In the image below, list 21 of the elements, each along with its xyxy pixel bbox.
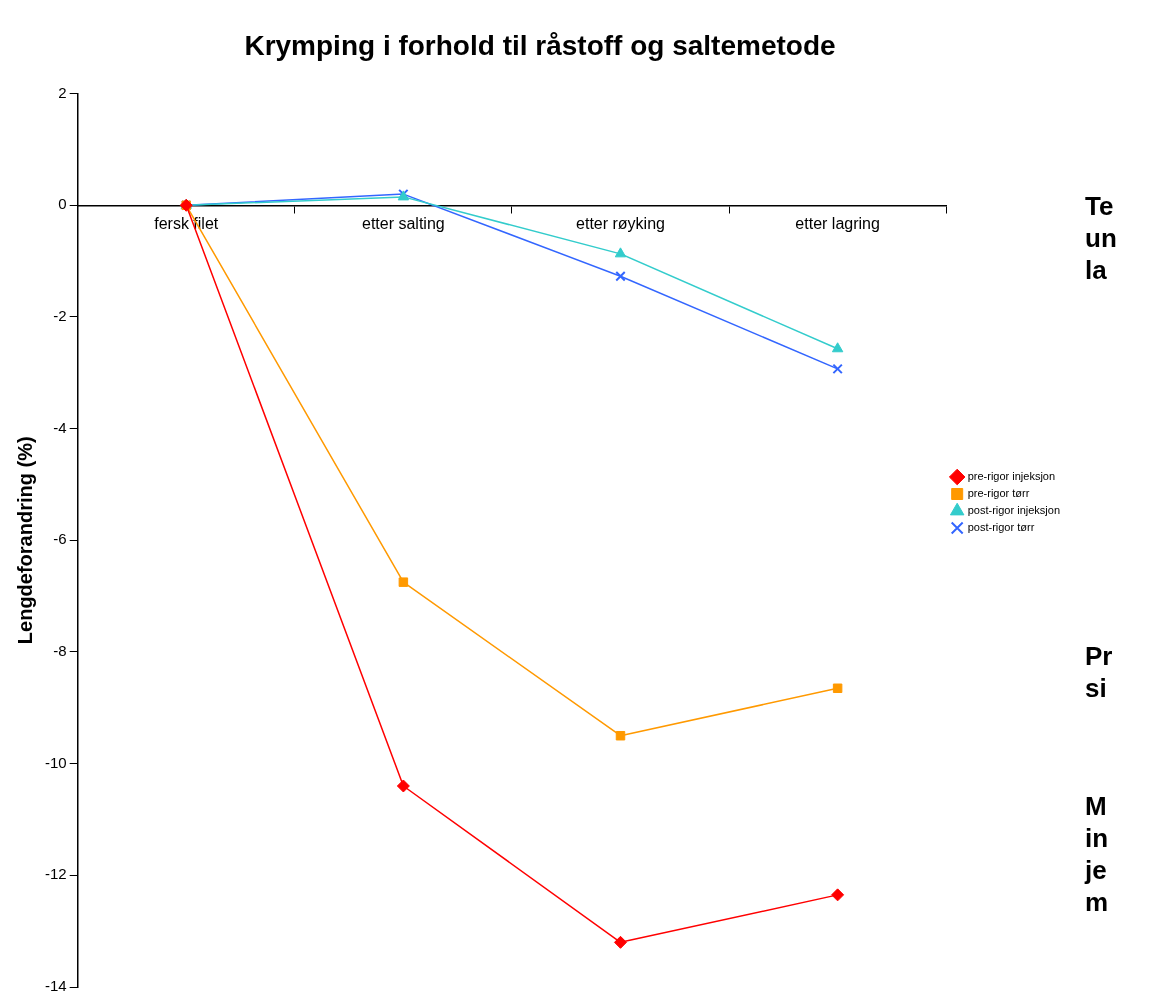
text: M in je m xyxy=(1085,790,1110,918)
y-tick-label: -10 xyxy=(44,753,67,771)
text: Te un la xyxy=(1085,190,1118,286)
y-tick-label: 0 xyxy=(58,195,67,213)
legend-label: pre-rigor tørr xyxy=(967,487,1030,500)
text: Pr si xyxy=(1085,640,1114,704)
legend-label: post-rigor injeksjon xyxy=(967,504,1061,517)
legend-label: pre-rigor injeksjon xyxy=(967,470,1056,483)
x-tick-label: etter røyking xyxy=(576,215,665,233)
y-tick-label: -6 xyxy=(53,530,67,548)
y-tick-label: -2 xyxy=(53,307,67,325)
x-tick-label: etter lagring xyxy=(795,215,880,233)
y-tick-label: -4 xyxy=(53,418,67,436)
y-axis-title: Lengdeforandring (%) xyxy=(13,436,36,645)
y-tick-label: -8 xyxy=(53,642,67,660)
x-tick-label: etter salting xyxy=(362,215,445,233)
y-tick-label: 2 xyxy=(58,83,67,101)
chart-title: Krymping i forhold til råstoff og saltemetode xyxy=(244,29,836,61)
y-tick-label: -14 xyxy=(44,977,67,995)
y-tick-label: -12 xyxy=(44,865,67,883)
legend-label: post-rigor tørr xyxy=(967,521,1035,534)
